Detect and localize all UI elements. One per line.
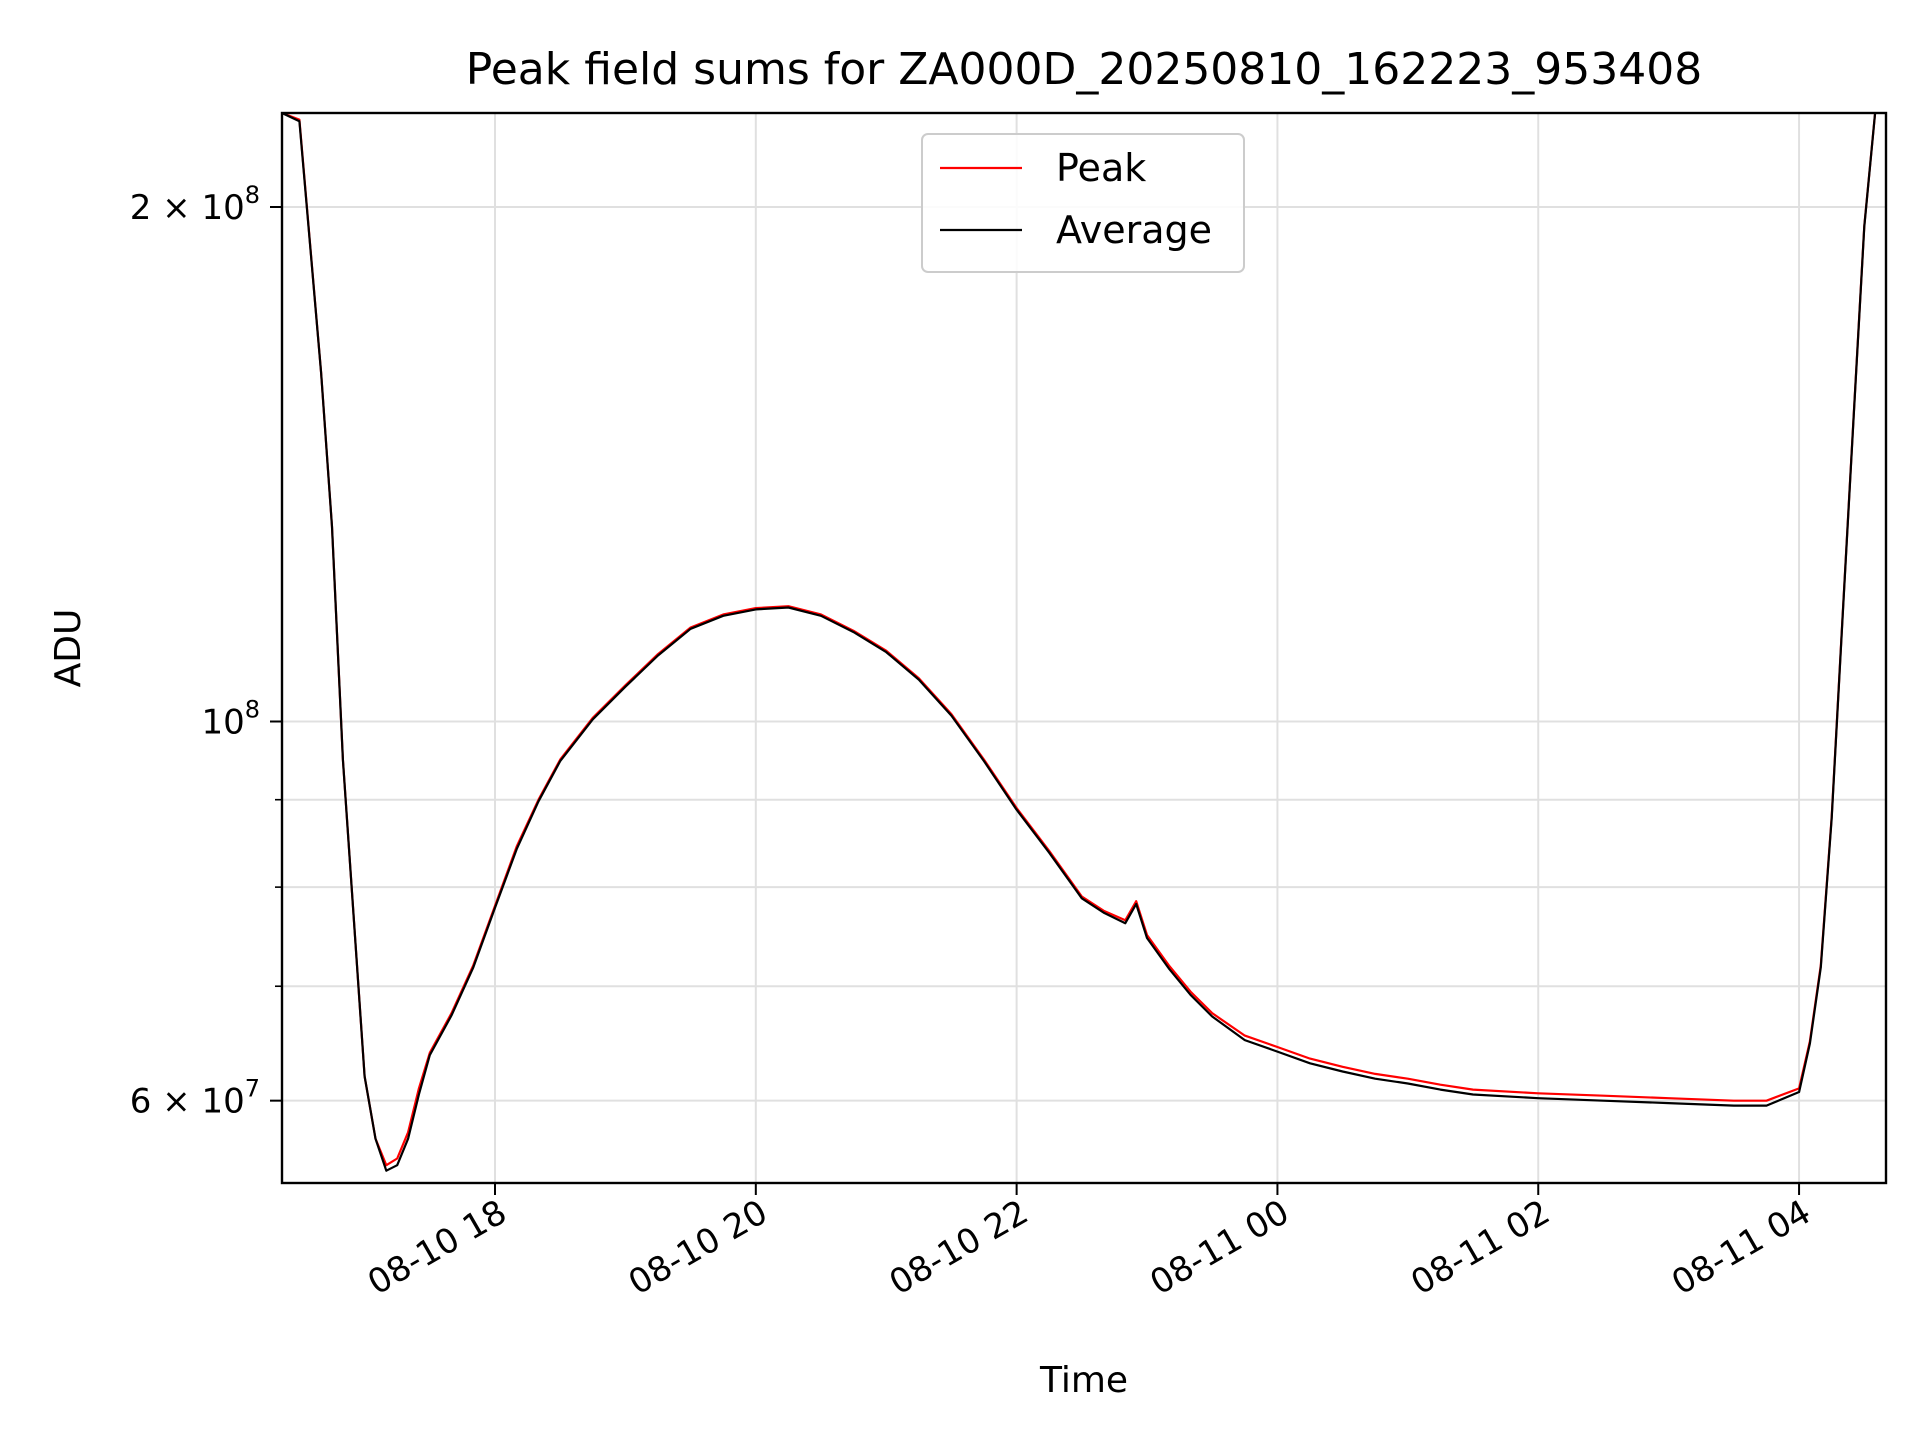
legend-label-average: Average <box>1056 208 1212 252</box>
series-line-average <box>282 113 1877 1172</box>
legend-label-peak: Peak <box>1056 146 1146 190</box>
y-axis-title: ADU <box>48 609 89 688</box>
y-tick-label: 108 <box>201 695 260 742</box>
grid-lines <box>282 113 1886 1183</box>
chart-title: Peak field sums for ZA000D_20250810_1622… <box>466 44 1702 95</box>
y-tick-label: 6 × 107 <box>130 1075 260 1122</box>
legend: Peak Average <box>921 133 1245 273</box>
y-tick-label: 2 × 108 <box>130 181 260 228</box>
y-axis: 6 × 107 108 2 × 108 <box>130 181 282 1122</box>
x-axis-title: Time <box>1039 1360 1128 1401</box>
plot-frame <box>280 111 1888 1185</box>
series-lines <box>282 113 1877 1172</box>
